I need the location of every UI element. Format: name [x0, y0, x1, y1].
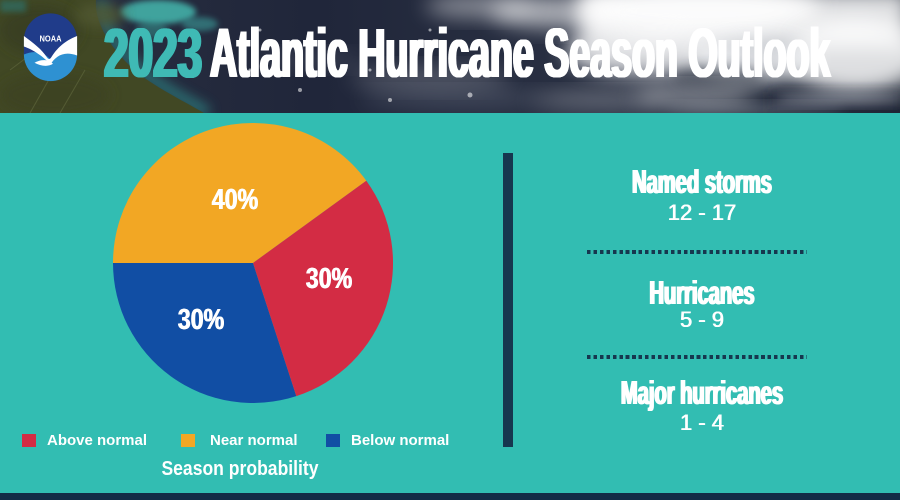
svg-text:NOAA: NOAA [39, 34, 61, 44]
